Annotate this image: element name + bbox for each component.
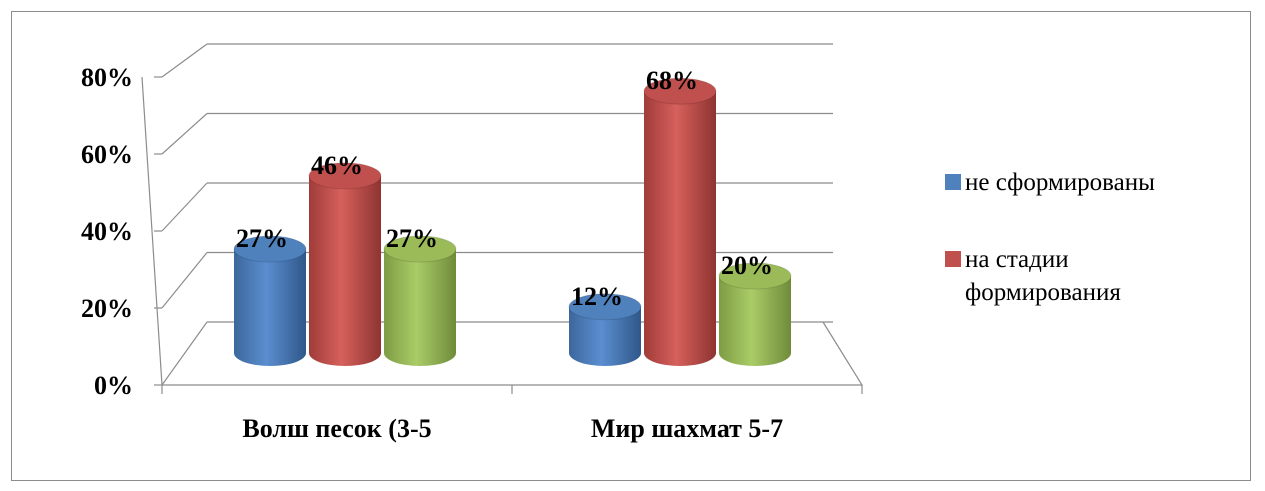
- chart-frame: [11, 11, 1251, 481]
- bar-body: [234, 249, 306, 366]
- bar: [308, 162, 382, 366]
- legend-item: на стадии формирования: [945, 246, 1121, 306]
- bar: [383, 235, 457, 366]
- x-category-label: Волш песок (3-5: [242, 414, 431, 443]
- bar-top: [643, 77, 717, 105]
- x-category-label: Мир шахмат 5-7: [591, 414, 783, 443]
- data-label: 12%: [571, 282, 623, 311]
- legend: не сформированы на стадии формирования: [945, 169, 1155, 306]
- bar-top: [718, 262, 792, 290]
- side-gridline: [161, 321, 208, 386]
- bar-body: [384, 249, 456, 366]
- side-gridline: [161, 182, 208, 232]
- bar: [568, 293, 642, 366]
- labels-layer: 27% 46% 27% 12% 68% 20%: [236, 66, 773, 311]
- bar: [643, 77, 717, 366]
- y-tick-label: 0%: [94, 371, 133, 400]
- bar-body: [719, 276, 791, 366]
- bar-top: [383, 235, 457, 263]
- side-gridline: [161, 113, 208, 155]
- axes-layer: 0% 20% 40% 60% 80% Волш песок (3-5 Мир шахмат …: [81, 43, 864, 443]
- bar-top: [568, 293, 642, 321]
- bar-top: [308, 162, 382, 190]
- side-gridline: [161, 43, 208, 78]
- legend-item: не сформированы: [945, 169, 1155, 196]
- bar-body: [309, 175, 381, 366]
- y-tick-label: 80%: [81, 63, 133, 92]
- bar: [233, 235, 307, 366]
- legend-swatch: [945, 251, 961, 267]
- bars-layer: [233, 77, 792, 366]
- data-label: 20%: [721, 251, 773, 280]
- legend-label: на стадии: [965, 246, 1069, 273]
- y-axis-line: [141, 76, 163, 386]
- data-label: 68%: [646, 66, 698, 95]
- data-label: 27%: [386, 224, 438, 253]
- legend-label: не сформированы: [965, 169, 1155, 196]
- bar: [718, 262, 792, 366]
- data-label: 27%: [236, 224, 288, 253]
- bar-top: [233, 235, 307, 263]
- y-tick-label: 40%: [81, 217, 133, 246]
- legend-label: формирования: [965, 279, 1121, 306]
- legend-swatch: [945, 174, 961, 190]
- data-label: 46%: [311, 151, 363, 180]
- side-gridline: [161, 252, 208, 309]
- y-tick-label: 60%: [81, 140, 133, 169]
- bar-body: [569, 306, 641, 366]
- y-tick-label: 20%: [81, 294, 133, 323]
- bar-body: [644, 91, 716, 366]
